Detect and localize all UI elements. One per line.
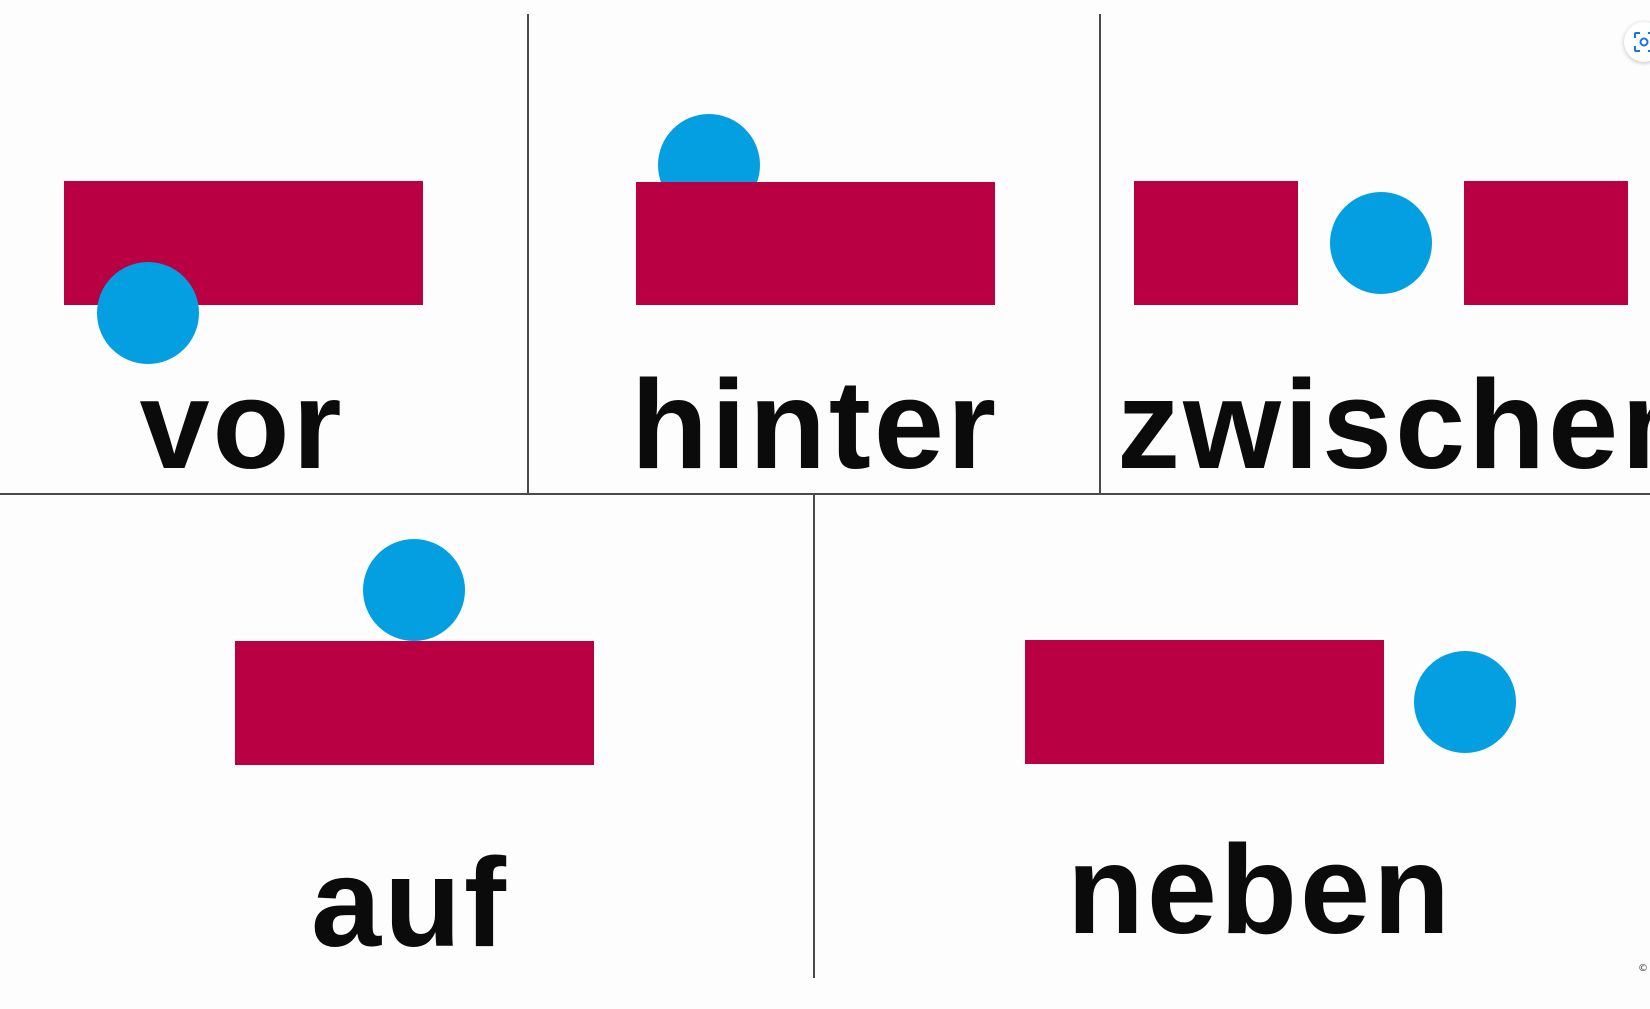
preposition-label: zwischen xyxy=(1117,354,1650,495)
rectangle-left-shape xyxy=(1134,181,1298,305)
preposition-label: auf xyxy=(311,832,509,973)
copyright-mark: © xyxy=(1638,963,1648,974)
divider-top-right xyxy=(1099,14,1101,494)
preposition-label: vor xyxy=(139,354,345,495)
divider-bottom xyxy=(813,495,815,978)
rectangle-shape xyxy=(235,641,594,765)
preposition-label: hinter xyxy=(630,354,999,495)
preposition-label: neben xyxy=(1066,819,1454,960)
circle-shape xyxy=(1414,651,1516,753)
circle-shape xyxy=(363,539,465,641)
circle-shape xyxy=(1330,192,1432,294)
rectangle-shape xyxy=(1025,640,1384,764)
divider-top-left xyxy=(527,14,529,494)
visual-search-button[interactable] xyxy=(1624,22,1650,62)
circle-shape xyxy=(97,262,199,364)
rectangle-right-shape xyxy=(1464,181,1628,305)
divider-horizontal xyxy=(0,493,1650,495)
lens-icon xyxy=(1634,32,1650,52)
rectangle-shape xyxy=(636,182,995,305)
